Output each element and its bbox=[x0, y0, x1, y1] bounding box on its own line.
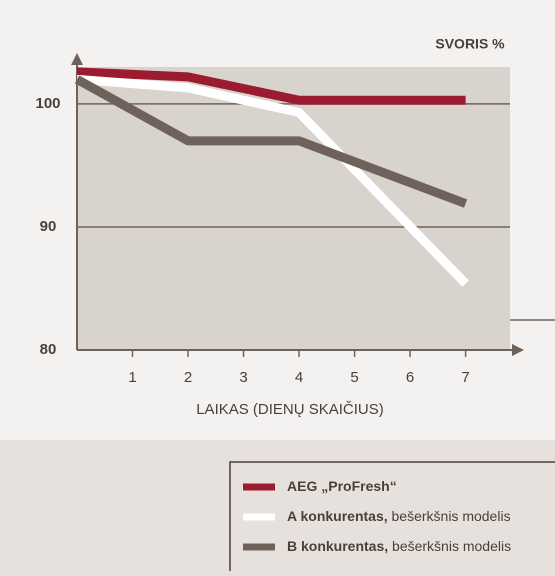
legend-name: AEG „ProFresh“ bbox=[287, 478, 397, 494]
x-tick-label: 4 bbox=[295, 369, 303, 386]
legend-box bbox=[229, 461, 555, 576]
legend-label: AEG „ProFresh“ bbox=[287, 478, 397, 494]
y-axis-arrow bbox=[71, 53, 83, 65]
x-axis-label: LAIKAS (DIENŲ SKAIČIUS) bbox=[196, 401, 384, 418]
legend-name: B konkurentas, bbox=[287, 538, 388, 554]
y-tick-label: 80 bbox=[40, 341, 57, 358]
chart-title: SVORIS % bbox=[435, 36, 505, 52]
x-tick-label: 2 bbox=[184, 369, 192, 386]
x-tick-label: 3 bbox=[239, 369, 247, 386]
x-tick-label: 7 bbox=[461, 369, 469, 386]
y-tick-label: 100 bbox=[35, 95, 60, 112]
legend-label: A konkurentas, bešerkšnis modelis bbox=[287, 508, 511, 524]
legend-description: bešerkšnis modelis bbox=[392, 508, 511, 524]
y-tick-label: 90 bbox=[40, 218, 57, 235]
legend-label: B konkurentas, bešerkšnis modelis bbox=[287, 538, 511, 554]
x-tick-label: 1 bbox=[128, 369, 136, 386]
series-line bbox=[74, 75, 468, 208]
legend-description: bešerkšnis modelis bbox=[392, 538, 511, 554]
x-tick-label: 5 bbox=[350, 369, 358, 386]
legend-name: A konkurentas, bbox=[287, 508, 388, 524]
x-axis-arrow bbox=[512, 344, 524, 356]
series-line bbox=[76, 67, 466, 105]
series-line bbox=[76, 74, 469, 287]
x-tick-label: 6 bbox=[406, 369, 414, 386]
